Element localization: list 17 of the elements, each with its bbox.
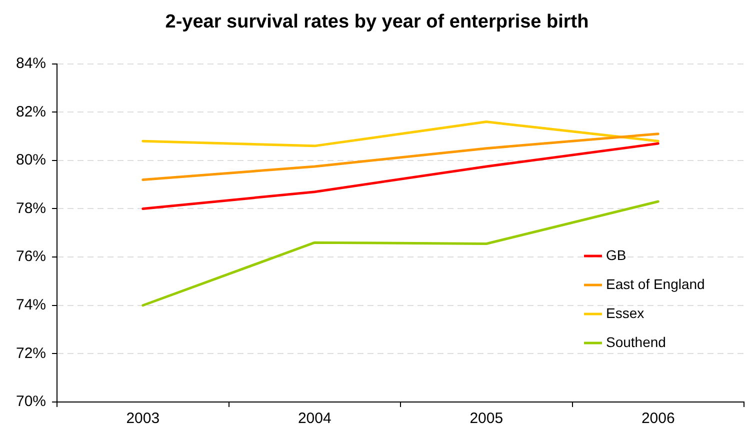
y-tick-label: 82% <box>16 103 46 120</box>
x-tick-label: 2006 <box>641 410 675 428</box>
legend-label: East of England <box>606 276 705 292</box>
chart-title: 2-year survival rates by year of enterprise birth <box>165 12 589 33</box>
legend-label: Southend <box>606 334 666 350</box>
y-tick-label: 74% <box>16 296 46 314</box>
y-tick-label: 76% <box>16 248 46 266</box>
y-tick-label: 84% <box>16 54 46 72</box>
x-tick-label: 2003 <box>126 410 160 428</box>
x-tick-label: 2005 <box>470 410 504 428</box>
legend-label: GB <box>606 246 626 263</box>
x-tick-label: 2004 <box>298 410 332 428</box>
y-tick-label: 72% <box>16 344 46 362</box>
y-tick-label: 70% <box>16 393 46 410</box>
y-tick-label: 78% <box>16 200 46 217</box>
legend-label: Essex <box>606 304 644 321</box>
y-tick-label: 80% <box>16 152 46 169</box>
